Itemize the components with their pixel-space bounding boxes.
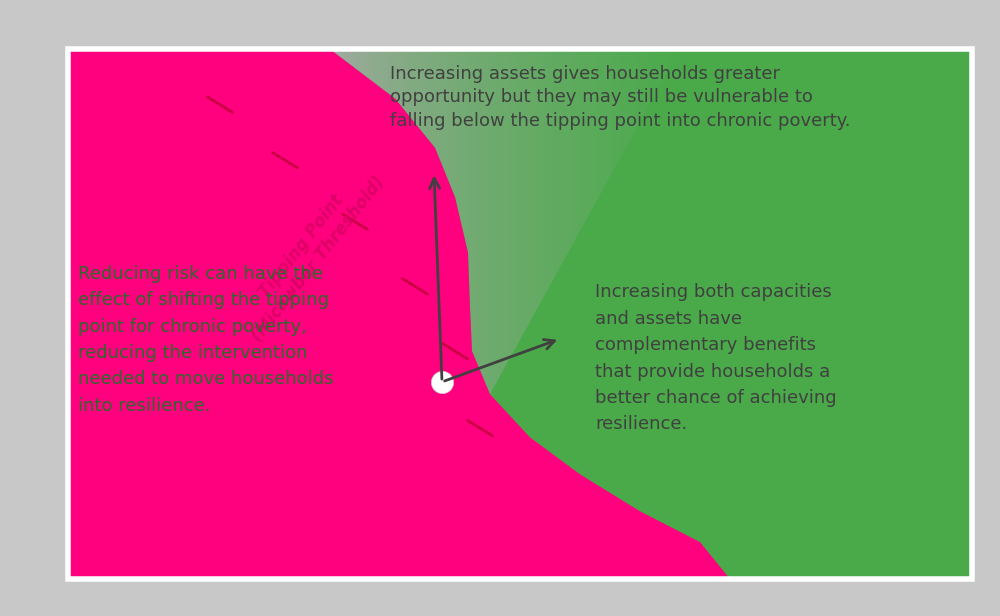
Bar xyxy=(356,49,361,579)
Bar xyxy=(527,49,531,579)
Bar xyxy=(628,49,632,579)
Bar xyxy=(382,49,387,579)
Bar xyxy=(68,49,972,579)
Bar xyxy=(426,49,431,579)
Bar xyxy=(606,49,610,579)
Bar xyxy=(413,49,418,579)
Bar xyxy=(584,49,588,579)
Text: Reducing risk can have the
effect of shifting the tipping
point for chronic pove: Reducing risk can have the effect of shi… xyxy=(78,265,334,415)
Bar xyxy=(562,49,566,579)
Bar xyxy=(343,49,348,579)
Bar xyxy=(540,49,544,579)
Bar xyxy=(369,49,374,579)
Bar xyxy=(339,49,343,579)
Bar xyxy=(579,49,584,579)
Bar xyxy=(654,49,658,579)
Text: Increasing both capacities
and assets have
complementary benefits
that provide h: Increasing both capacities and assets ha… xyxy=(595,283,837,434)
Bar xyxy=(523,49,527,579)
Bar xyxy=(671,49,676,579)
Bar xyxy=(645,49,649,579)
Bar xyxy=(505,49,509,579)
Bar xyxy=(439,49,444,579)
Bar xyxy=(404,49,409,579)
Bar xyxy=(378,49,382,579)
Bar xyxy=(387,49,391,579)
Bar xyxy=(352,49,356,579)
Bar xyxy=(667,49,671,579)
Bar xyxy=(396,49,400,579)
Bar xyxy=(514,49,518,579)
Bar xyxy=(558,49,562,579)
Bar xyxy=(452,49,457,579)
Bar xyxy=(566,49,571,579)
Bar xyxy=(488,49,492,579)
Bar xyxy=(676,49,680,579)
Bar xyxy=(553,49,558,579)
Bar xyxy=(509,49,514,579)
Bar xyxy=(619,49,623,579)
Bar xyxy=(614,49,619,579)
Bar xyxy=(632,49,636,579)
Bar xyxy=(601,49,606,579)
Bar xyxy=(492,49,496,579)
Bar xyxy=(649,49,654,579)
Bar xyxy=(448,49,452,579)
Text: Increasing assets gives households greater
opportunity but they may still be vul: Increasing assets gives households great… xyxy=(390,65,850,130)
Bar xyxy=(496,49,501,579)
Bar xyxy=(636,49,641,579)
Bar xyxy=(597,49,601,579)
Bar xyxy=(575,49,579,579)
Bar xyxy=(536,49,540,579)
Bar xyxy=(68,49,972,579)
Bar xyxy=(479,49,483,579)
Bar xyxy=(474,49,479,579)
Bar xyxy=(348,49,352,579)
Bar xyxy=(663,49,667,579)
Bar xyxy=(549,49,553,579)
Bar xyxy=(641,49,645,579)
Bar xyxy=(658,49,663,579)
Bar xyxy=(330,49,334,579)
Bar xyxy=(409,49,413,579)
Bar xyxy=(391,49,396,579)
Bar xyxy=(365,49,369,579)
Bar xyxy=(418,49,422,579)
Bar xyxy=(457,49,461,579)
Bar xyxy=(444,49,448,579)
Bar xyxy=(422,49,426,579)
Bar xyxy=(435,49,439,579)
Bar xyxy=(361,49,365,579)
Bar xyxy=(501,49,505,579)
Bar xyxy=(592,49,597,579)
Polygon shape xyxy=(330,49,680,394)
Bar xyxy=(431,49,435,579)
Bar xyxy=(466,49,470,579)
Bar xyxy=(374,49,378,579)
Bar xyxy=(610,49,614,579)
Bar xyxy=(544,49,549,579)
Bar xyxy=(571,49,575,579)
Bar xyxy=(461,49,466,579)
Polygon shape xyxy=(68,49,730,579)
Bar xyxy=(531,49,536,579)
Bar xyxy=(334,49,339,579)
Bar xyxy=(623,49,628,579)
Bar xyxy=(518,49,522,579)
Bar xyxy=(483,49,488,579)
Text: Tipping Point
(Micawber Threshold): Tipping Point (Micawber Threshold) xyxy=(232,160,388,345)
Bar xyxy=(400,49,404,579)
Bar xyxy=(470,49,474,579)
Bar xyxy=(588,49,592,579)
